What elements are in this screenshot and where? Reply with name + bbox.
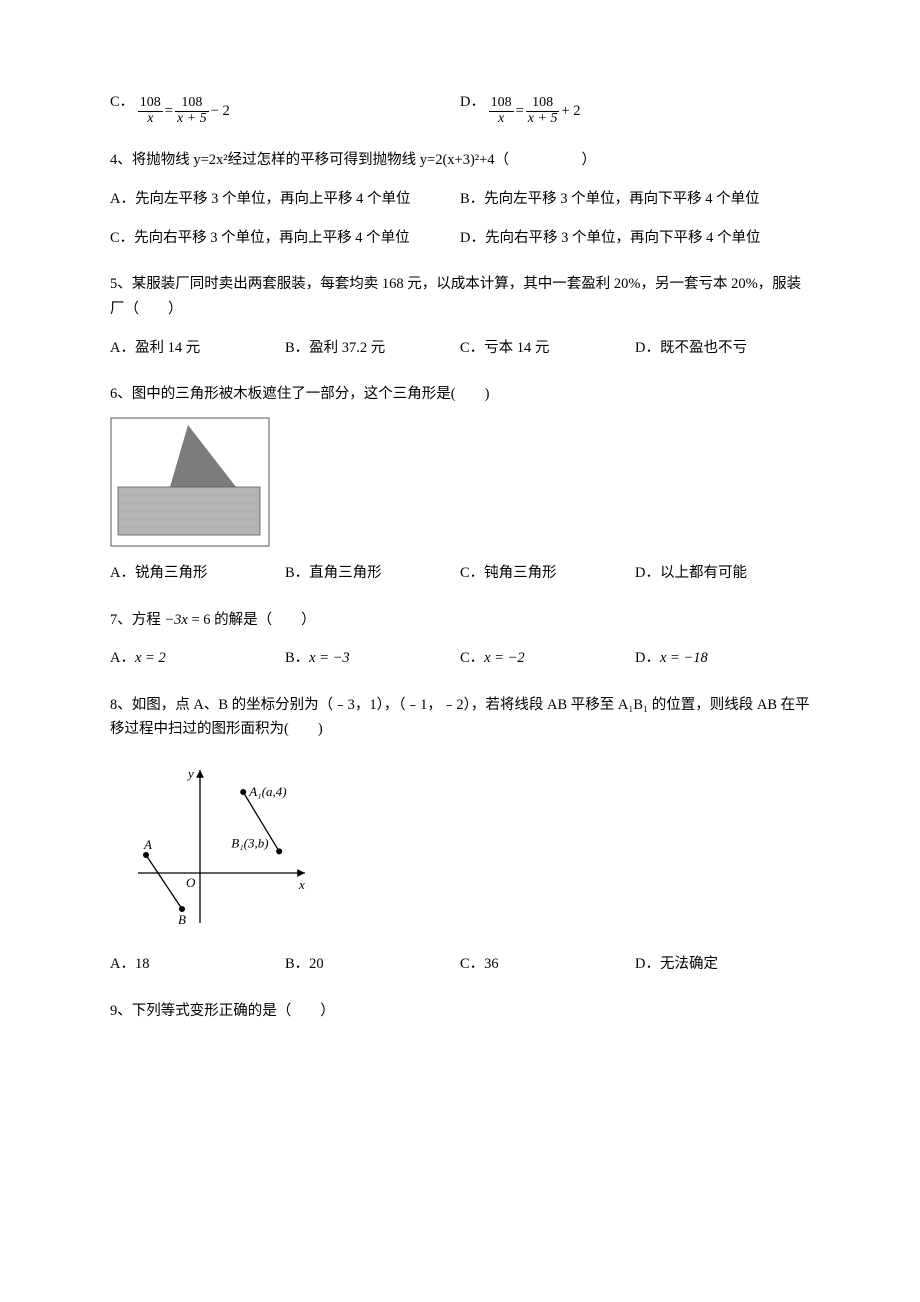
q7-option-a: A．x = 2 xyxy=(110,646,285,671)
q4-text: 4、将抛物线 y=2x²经过怎样的平移可得到抛物线 y=2(x+3)²+4（ ） xyxy=(110,148,810,173)
q3c-eq: = xyxy=(165,99,173,124)
q7-prefix: 7、方程 xyxy=(110,612,164,628)
q6-option-b: B．直角三角形 xyxy=(285,561,460,586)
svg-text:A: A xyxy=(143,837,152,852)
q3c-tail: − 2 xyxy=(211,99,230,124)
q3d-label: D． xyxy=(460,94,485,110)
q5-option-d: D．既不盈也不亏 xyxy=(635,336,810,361)
svg-text:B₁(3,b): B₁(3,b) xyxy=(231,835,268,850)
svg-text:B: B xyxy=(178,912,186,927)
q3d-lhs-num: 108 xyxy=(489,96,514,112)
q8-option-b: B．20 xyxy=(285,952,460,977)
q3d-rhs-den: x + 5 xyxy=(526,112,560,127)
q3-option-d: D． 108 x = 108 x + 5 + 2 xyxy=(460,90,810,126)
q3c-label: C． xyxy=(110,94,134,110)
q7-options: A．x = 2 B．x = −3 C．x = −2 D．x = −18 xyxy=(110,646,810,671)
q4-option-b: B．先向左平移 3 个单位，再向下平移 4 个单位 xyxy=(460,187,810,212)
q8-option-a: A．18 xyxy=(110,952,285,977)
q5-text: 5、某服装厂同时卖出两套服装，每套均卖 168 元，以成本计算，其中一套盈利 2… xyxy=(110,272,810,321)
q8-option-c: C．36 xyxy=(460,952,635,977)
q3d-rhs-num: 108 xyxy=(526,96,560,112)
q3d-tail: + 2 xyxy=(561,99,580,124)
q8-option-d: D．无法确定 xyxy=(635,952,810,977)
q4-options-cd: C．先向右平移 3 个单位，再向上平移 4 个单位 D．先向右平移 3 个单位，… xyxy=(110,226,810,251)
q4-option-d: D．先向右平移 3 个单位，再向下平移 4 个单位 xyxy=(460,226,810,251)
q3c-lhs-num: 108 xyxy=(138,96,163,112)
svg-text:x: x xyxy=(298,877,305,892)
q8-options: A．18 B．20 C．36 D．无法确定 xyxy=(110,952,810,977)
q7-text: 7、方程 −3x = 6 的解是（ ） xyxy=(110,608,810,633)
q3d-lhs-den: x xyxy=(489,112,514,127)
q7-option-b: B．x = −3 xyxy=(285,646,460,671)
svg-text:A₁(a,4): A₁(a,4) xyxy=(248,784,286,799)
q8-svg: y x O A B A₁(a,4) B₁(3,b) xyxy=(110,758,320,938)
q7-option-d: D．x = −18 xyxy=(635,646,810,671)
q3c-lhs-den: x xyxy=(138,112,163,127)
q4-options-ab: A．先向左平移 3 个单位，再向上平移 4 个单位 B．先向左平移 3 个单位，… xyxy=(110,187,810,212)
q3c-frac-rhs: 108 x + 5 xyxy=(175,96,209,126)
q4-option-c: C．先向右平移 3 个单位，再向上平移 4 个单位 xyxy=(110,226,460,251)
q6-text: 6、图中的三角形被木板遮住了一部分，这个三角形是( ) xyxy=(110,382,810,407)
q3-option-c: C． 108 x = 108 x + 5 − 2 xyxy=(110,90,460,126)
q3c-rhs-den: x + 5 xyxy=(175,112,209,127)
q3-options-cd: C． 108 x = 108 x + 5 − 2 D． 108 x = 108 … xyxy=(110,90,810,126)
q5-option-c: C．亏本 14 元 xyxy=(460,336,635,361)
svg-text:O: O xyxy=(186,875,196,890)
q3d-eq: = xyxy=(516,99,524,124)
q5-option-b: B．盈利 37.2 元 xyxy=(285,336,460,361)
q5-option-a: A．盈利 14 元 xyxy=(110,336,285,361)
q6-svg xyxy=(110,417,270,547)
q6-option-d: D．以上都有可能 xyxy=(635,561,810,586)
q9-text: 9、下列等式变形正确的是（ ） xyxy=(110,999,810,1024)
q6-options: A．锐角三角形 B．直角三角形 C．钝角三角形 D．以上都有可能 xyxy=(110,561,810,586)
q5-options: A．盈利 14 元 B．盈利 37.2 元 C．亏本 14 元 D．既不盈也不亏 xyxy=(110,336,810,361)
q3d-frac-lhs: 108 x xyxy=(489,96,514,126)
q3d-equation: 108 x = 108 x + 5 + 2 xyxy=(489,96,581,126)
q8-figure: y x O A B A₁(a,4) B₁(3,b) xyxy=(110,758,320,938)
q7-eq-lhs: −3x = 6 xyxy=(164,612,210,628)
q7-option-c: C．x = −2 xyxy=(460,646,635,671)
q3d-frac-rhs: 108 x + 5 xyxy=(526,96,560,126)
svg-text:y: y xyxy=(186,766,194,781)
q6-figure xyxy=(110,417,270,547)
q3c-frac-lhs: 108 x xyxy=(138,96,163,126)
q3c-rhs-num: 108 xyxy=(175,96,209,112)
q3c-equation: 108 x = 108 x + 5 − 2 xyxy=(138,96,230,126)
q6-option-a: A．锐角三角形 xyxy=(110,561,285,586)
q6-option-c: C．钝角三角形 xyxy=(460,561,635,586)
q7-suffix: 的解是（ ） xyxy=(211,612,316,628)
q8-text: 8、如图，点 A、B 的坐标分别为（﹣3，1），（﹣1，﹣2），若将线段 AB … xyxy=(110,693,810,742)
q4-option-a: A．先向左平移 3 个单位，再向上平移 4 个单位 xyxy=(110,187,460,212)
